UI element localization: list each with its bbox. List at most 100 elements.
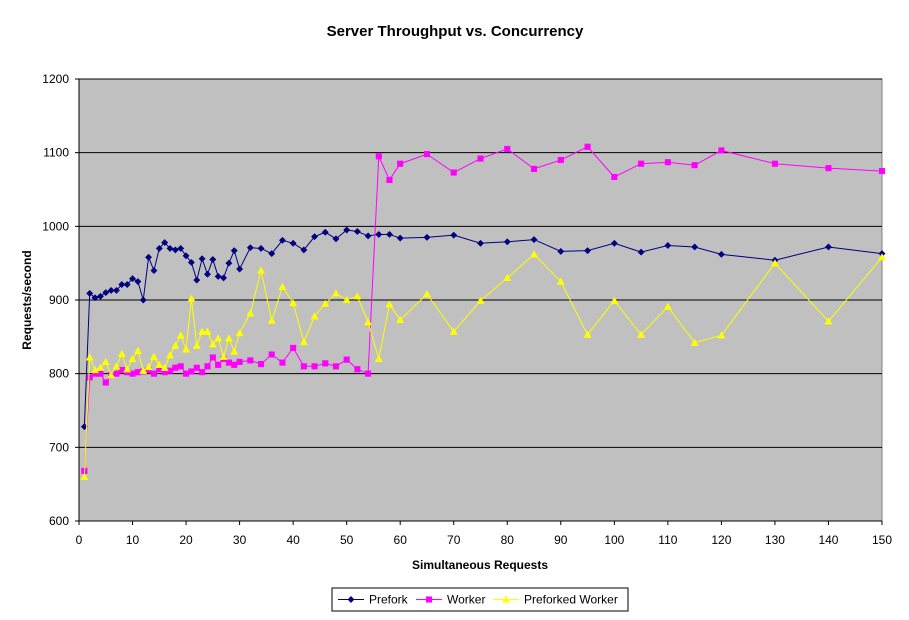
x-tick-label: 0 xyxy=(76,533,83,547)
preforked-worker-point xyxy=(331,289,340,297)
legend-label-preforked-worker: Preforked Worker xyxy=(524,593,618,607)
worker-point xyxy=(878,168,886,175)
prefork-point xyxy=(236,265,244,273)
prefork-point xyxy=(150,266,158,275)
preforked-worker-point xyxy=(690,338,699,346)
worker-point xyxy=(584,143,591,150)
worker-point xyxy=(113,370,120,377)
preforked-worker-point xyxy=(91,365,100,374)
prefork-point xyxy=(91,294,99,302)
worker-point xyxy=(504,145,511,153)
prefork-point xyxy=(476,239,485,247)
worker-point xyxy=(332,363,340,370)
x-tick-label: 120 xyxy=(711,533,731,547)
prefork-point xyxy=(112,286,121,294)
legend-marker-worker xyxy=(425,596,433,603)
worker-point xyxy=(257,361,265,368)
worker-point xyxy=(365,370,372,377)
prefork-point xyxy=(128,275,137,283)
preforked-worker-point xyxy=(198,327,207,335)
worker-point xyxy=(423,151,431,158)
x-axis-title: Simultaneous Requests xyxy=(412,558,548,572)
legend-marker-prefork xyxy=(347,595,355,604)
chart-title: Server Throughput vs. Concurrency xyxy=(327,23,584,40)
x-tick-label: 150 xyxy=(872,533,892,547)
preforked-worker-point xyxy=(663,302,672,310)
worker-point xyxy=(322,360,329,367)
worker-point xyxy=(236,358,243,365)
prefork-point xyxy=(187,258,195,266)
preforked-worker-point xyxy=(133,346,142,354)
preforked-worker-point xyxy=(96,363,105,371)
prefork-point xyxy=(118,280,126,289)
worker-point xyxy=(300,363,307,370)
worker-point xyxy=(102,379,109,386)
preforked-worker-point xyxy=(85,353,94,361)
preforked-worker-point xyxy=(476,296,485,304)
preforked-worker-point xyxy=(321,299,330,307)
prefork-point xyxy=(691,243,699,251)
prefork-point xyxy=(450,231,458,239)
legend-label-prefork: Prefork xyxy=(369,593,409,607)
prefork-point xyxy=(134,278,142,286)
prefork-point xyxy=(664,241,672,250)
prefork-point xyxy=(321,228,329,236)
y-axis-title: Requests/second xyxy=(20,250,34,349)
worker-point xyxy=(279,359,286,366)
prefork-point xyxy=(278,236,286,244)
prefork-point xyxy=(123,280,131,289)
prefork-point xyxy=(289,239,297,247)
x-tick-label: 40 xyxy=(286,533,300,547)
prefork-point xyxy=(139,296,147,304)
legend-label-worker: Worker xyxy=(447,593,485,607)
legend-entry-worker: Worker xyxy=(416,593,485,607)
preforked-worker-point xyxy=(530,250,539,258)
series-prefork xyxy=(80,226,886,431)
preforked-worker-point xyxy=(117,349,126,357)
worker-point xyxy=(477,155,484,162)
prefork-point xyxy=(230,247,238,255)
x-tick-label: 140 xyxy=(818,533,838,547)
worker-point xyxy=(97,370,104,377)
prefork-point xyxy=(637,248,645,256)
legend-marker-preforked-worker xyxy=(501,595,511,603)
worker-point xyxy=(209,354,216,361)
preforked-worker-point xyxy=(107,371,116,379)
worker-point xyxy=(172,364,179,371)
legend-entry-prefork: Prefork xyxy=(338,593,409,607)
preforked-worker-point xyxy=(396,315,405,324)
preforked-worker-point xyxy=(203,327,212,335)
worker-point xyxy=(225,359,232,366)
preforked-worker-point xyxy=(770,259,779,267)
preforked-worker-point xyxy=(155,360,164,368)
worker-point xyxy=(386,176,393,183)
prefork-point xyxy=(107,286,115,294)
prefork-point xyxy=(364,232,372,240)
prefork-point xyxy=(209,255,217,264)
prefork-point xyxy=(219,274,228,282)
prefork-point xyxy=(385,230,394,238)
y-tick-label: 1100 xyxy=(43,146,69,160)
worker-point xyxy=(193,364,200,371)
legend-entry-preforked-worker: Preforked Worker xyxy=(493,593,618,607)
preforked-worker-point xyxy=(112,362,121,370)
x-tick-label: 90 xyxy=(554,533,568,547)
prefork-point xyxy=(145,253,153,261)
x-tick-label: 130 xyxy=(765,533,785,547)
preforked-worker-point xyxy=(182,345,191,353)
worker-point xyxy=(557,156,564,164)
prefork-point xyxy=(824,243,833,251)
worker-point xyxy=(771,160,778,167)
worker-point xyxy=(664,159,671,166)
worker-point xyxy=(311,363,318,370)
x-tick-label: 110 xyxy=(658,533,677,547)
prefork-point xyxy=(86,289,94,297)
prefork-point xyxy=(214,272,222,280)
prefork-point xyxy=(225,259,233,267)
preforked-worker-point xyxy=(299,337,308,346)
prefork-point xyxy=(161,238,169,247)
preforked-worker-point xyxy=(637,330,646,338)
y-tick-label: 1000 xyxy=(42,219,69,233)
x-tick-label: 80 xyxy=(501,533,515,547)
legend: Prefork Worker Preforked Worker xyxy=(331,587,629,612)
